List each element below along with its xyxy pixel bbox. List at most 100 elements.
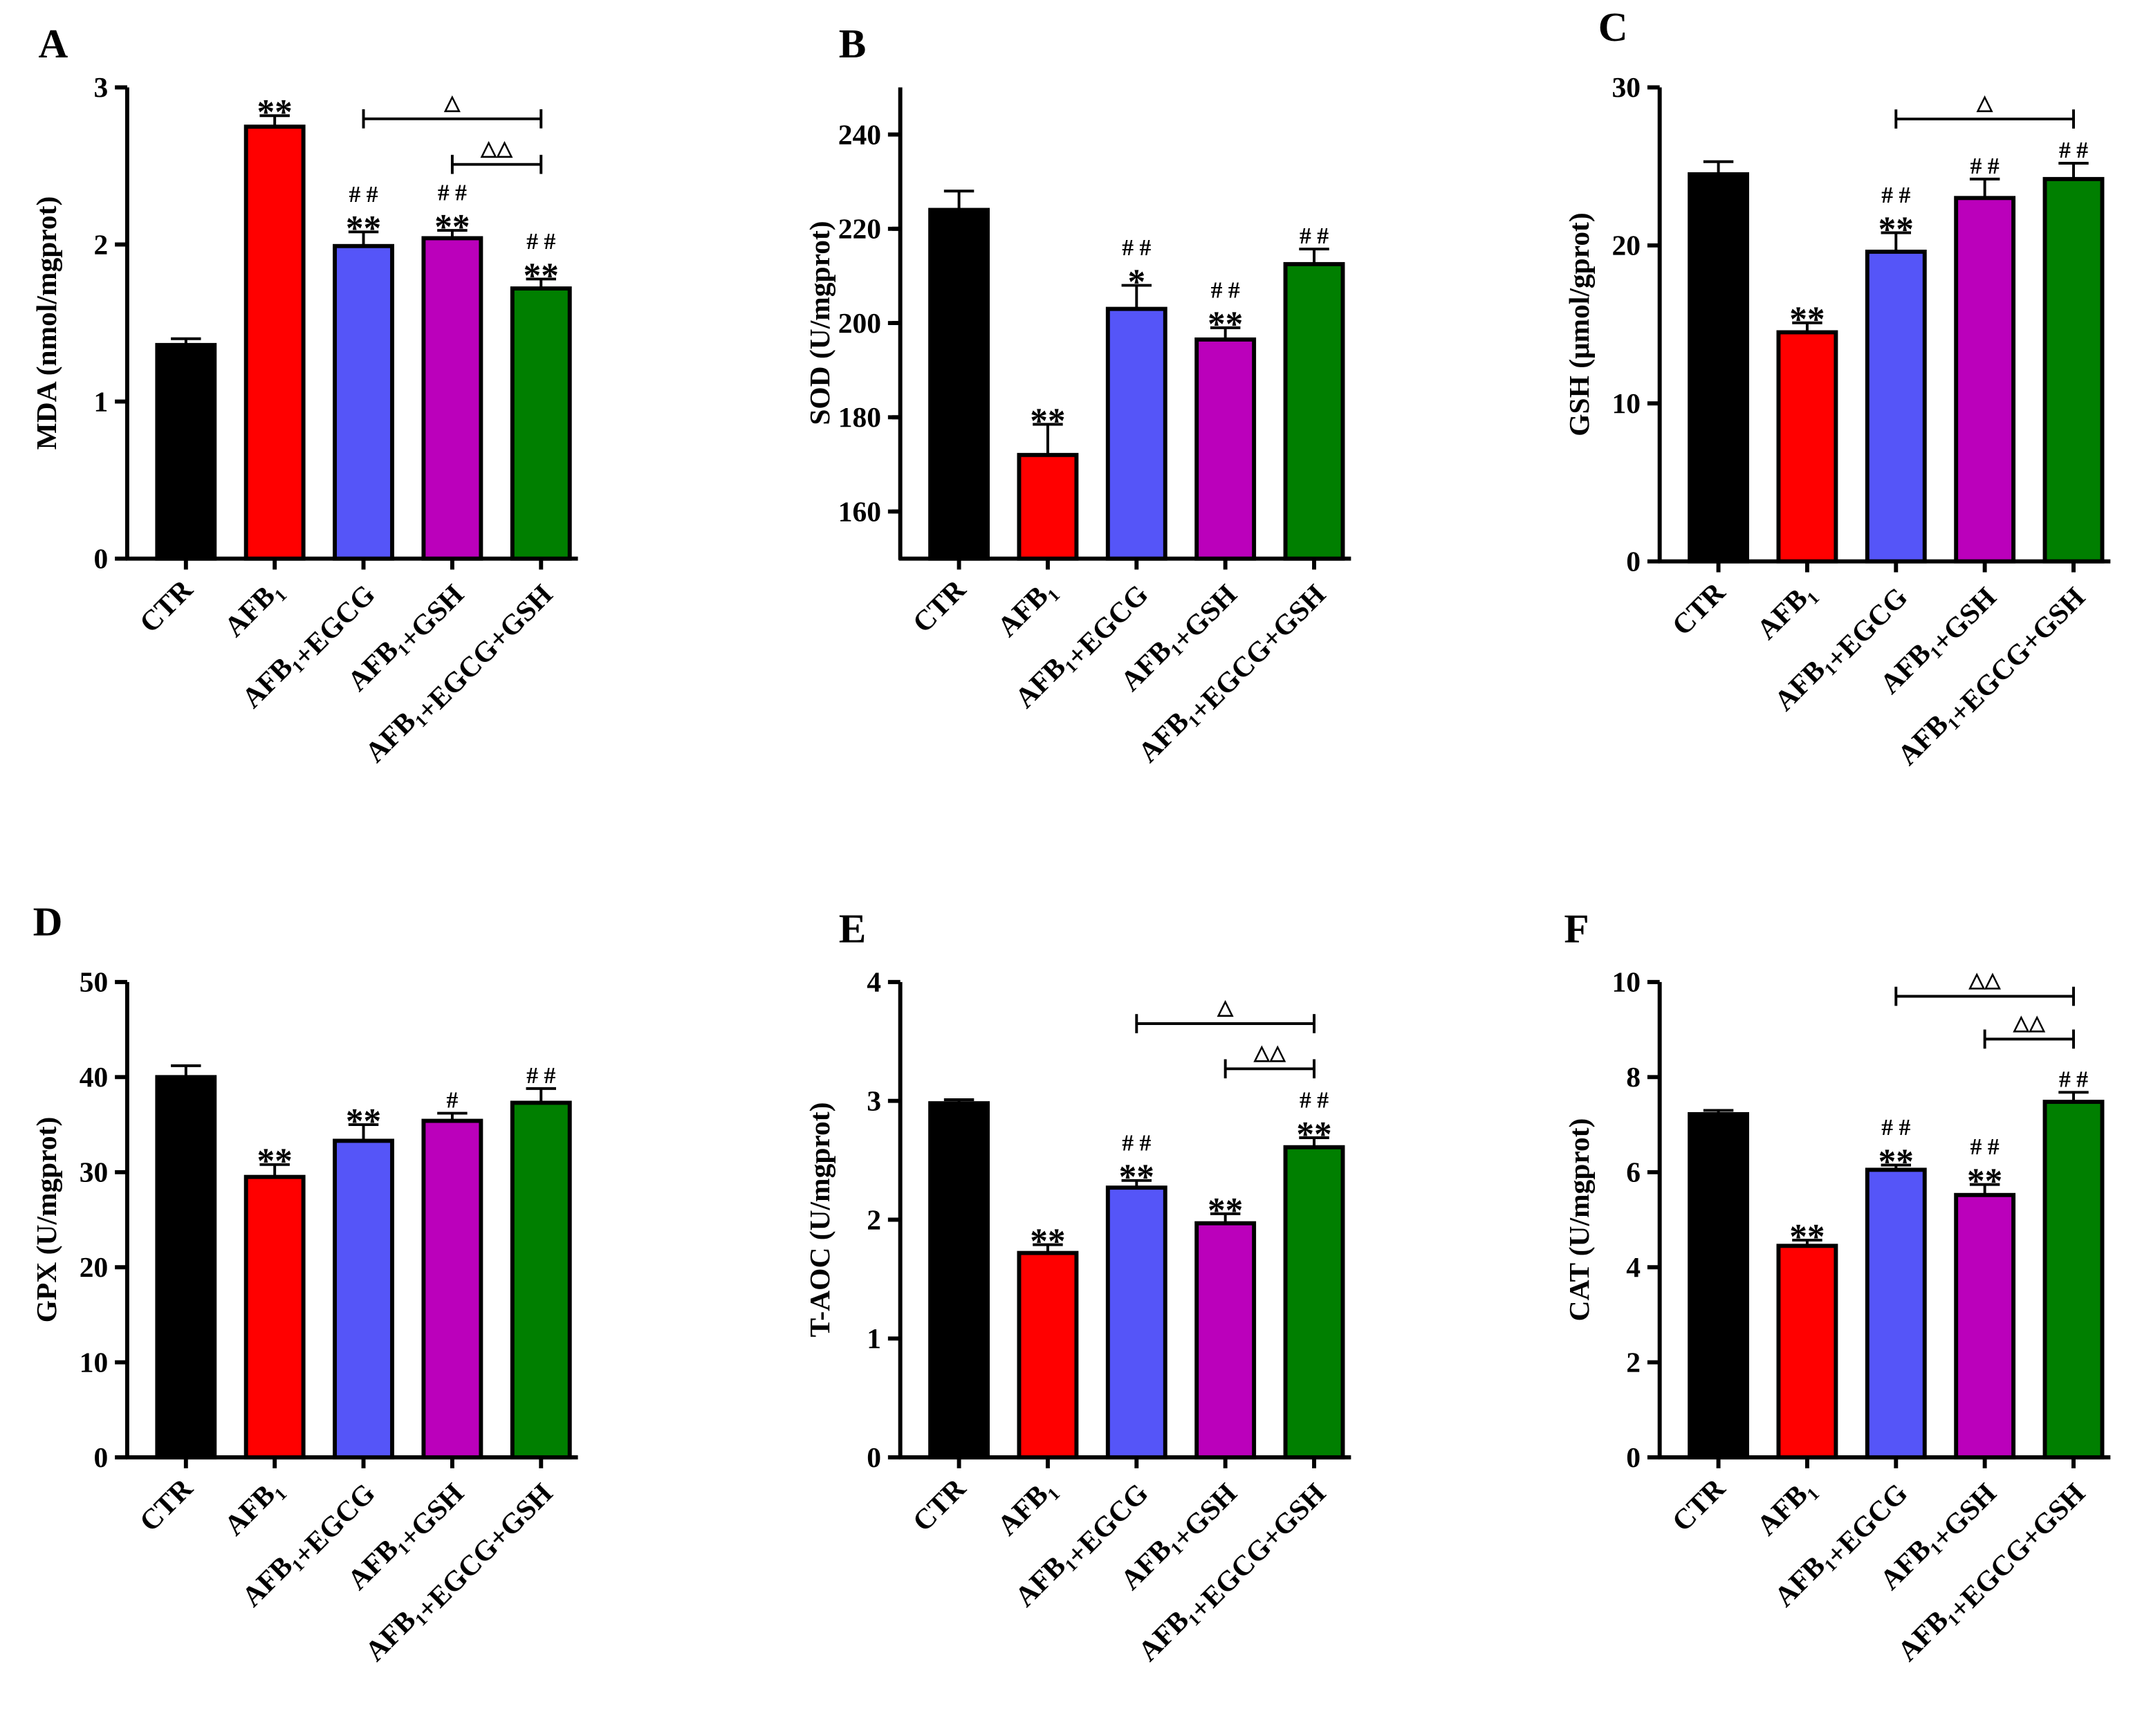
significance-mark: # # — [1970, 154, 2000, 179]
significance-mark: # # — [1970, 1134, 2000, 1160]
significance-mark: # # — [1211, 277, 1240, 303]
significance-mark: ** — [346, 1102, 381, 1141]
significance-mark: ** — [434, 207, 470, 247]
bar-1 — [1017, 452, 1079, 561]
y-tick-label: 2 — [1626, 1347, 1641, 1378]
y-tick-label: 160 — [838, 495, 881, 527]
significance-mark: ** — [257, 93, 293, 132]
y-tick-label: 200 — [838, 307, 881, 339]
significance-mark: # # — [1300, 223, 1329, 249]
y-tick-label: 0 — [94, 1441, 109, 1473]
panel-label: B — [839, 21, 867, 66]
panel-label: D — [33, 899, 63, 945]
bar-3 — [1954, 196, 2016, 564]
y-tick-label: 1 — [867, 1322, 881, 1354]
y-axis-label: T-AOC (U/mgprot) — [804, 1102, 836, 1338]
x-tick-label: CTR — [1665, 575, 1731, 641]
panel-label: C — [1598, 4, 1628, 50]
y-tick-label: 2 — [867, 1203, 881, 1235]
y-tick-label: 40 — [80, 1061, 108, 1093]
bar-0 — [1688, 1111, 1749, 1460]
bar-4 — [510, 1100, 572, 1460]
bar-3 — [421, 1118, 483, 1460]
bar-4 — [2042, 176, 2105, 564]
bracket-label: △△ — [1968, 970, 2002, 992]
y-tick-label: 220 — [838, 213, 881, 245]
significance-mark: ** — [1030, 401, 1065, 441]
panel-B: B 160 180 200 220 240 SOD (U/mgprot) CTR ** AFB1 *… — [804, 21, 1351, 768]
significance-mark: ** — [1878, 1142, 1914, 1181]
significance-mark: ** — [1878, 210, 1914, 249]
bracket-label: △ — [444, 92, 461, 114]
significance-mark: # # — [526, 229, 555, 255]
y-tick-label: 30 — [1612, 71, 1641, 103]
significance-mark: ** — [346, 209, 381, 248]
bracket-label: △△ — [480, 138, 513, 160]
bracket-label: △△ — [1253, 1042, 1286, 1064]
y-tick-label: 0 — [867, 1441, 881, 1473]
bar-0 — [1688, 172, 1749, 564]
significance-mark: # — [447, 1088, 459, 1114]
y-tick-label: 6 — [1626, 1156, 1641, 1188]
bar-3 — [1954, 1192, 2016, 1460]
y-tick-label: 10 — [1612, 387, 1641, 419]
x-tick-label: AFB1 — [1751, 1472, 1823, 1544]
y-tick-label: 240 — [838, 118, 881, 150]
y-tick-label: 10 — [80, 1347, 108, 1378]
bar-0 — [928, 207, 990, 561]
significance-mark: ** — [1296, 1115, 1331, 1154]
x-tick-label: CTR — [906, 1472, 972, 1538]
significance-mark: # # — [2059, 138, 2088, 163]
bar-1 — [1776, 1244, 1838, 1460]
y-tick-label: 4 — [1626, 1251, 1641, 1283]
y-tick-label: 10 — [1612, 966, 1641, 998]
y-tick-label: 3 — [94, 71, 109, 103]
bar-4 — [1283, 261, 1345, 561]
y-axis-label: SOD (U/mgprot) — [804, 221, 836, 425]
panel-label: E — [839, 906, 867, 952]
bar-2 — [1865, 1167, 1927, 1460]
significance-mark: ** — [1208, 1191, 1243, 1230]
bar-1 — [243, 124, 306, 561]
y-axis-label: MDA (nmol/mgprot) — [30, 196, 63, 450]
bar-2 — [333, 243, 394, 561]
bar-1 — [243, 1174, 306, 1460]
bracket-label: △ — [1217, 997, 1234, 1019]
y-axis-label: CAT (U/mgprot) — [1563, 1118, 1596, 1322]
x-tick-label: CTR — [906, 573, 972, 638]
significance-mark: # # — [438, 181, 467, 206]
bar-3 — [1194, 1221, 1257, 1460]
bar-4 — [1283, 1145, 1345, 1460]
panel-label: F — [1564, 906, 1589, 952]
x-tick-label: CTR — [133, 1472, 199, 1538]
y-tick-label: 8 — [1626, 1061, 1641, 1093]
significance-mark: # # — [1881, 183, 1910, 208]
y-tick-label: 20 — [80, 1251, 108, 1283]
bar-0 — [155, 342, 217, 561]
y-tick-label: 180 — [838, 401, 881, 433]
y-axis-label: GSH (μmol/gprot) — [1563, 212, 1596, 436]
bar-2 — [1105, 1185, 1167, 1460]
x-tick-label: AFB1 — [1751, 576, 1823, 649]
bar-2 — [1865, 249, 1927, 564]
bar-3 — [1194, 337, 1257, 561]
bar-1 — [1776, 330, 1838, 564]
significance-mark: # # — [1122, 235, 1151, 261]
y-tick-label: 0 — [1626, 545, 1641, 577]
significance-mark: ** — [1789, 1217, 1825, 1257]
y-tick-label: 30 — [80, 1156, 108, 1188]
significance-mark: ** — [1119, 1158, 1154, 1197]
significance-mark: ** — [524, 256, 559, 295]
y-tick-label: 0 — [1626, 1441, 1641, 1473]
significance-mark: ** — [257, 1142, 293, 1181]
bar-4 — [510, 286, 572, 561]
y-tick-label: 20 — [1612, 230, 1641, 261]
significance-mark: * — [1127, 262, 1145, 302]
bar-3 — [421, 236, 483, 561]
significance-mark: # # — [1300, 1088, 1329, 1114]
x-tick-label: AFB1 — [218, 1472, 290, 1544]
